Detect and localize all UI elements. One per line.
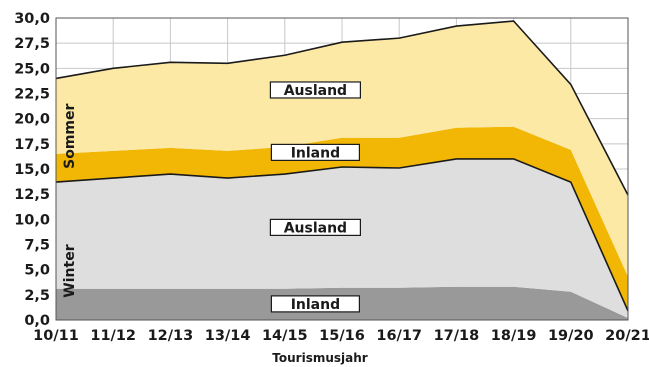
band-label-box [269,218,361,236]
y-tick-label: 27,5 [14,36,50,52]
band-label-inland: Inland [291,297,340,313]
y-tick-label: 2,5 [24,288,50,304]
x-axis-ticks: 10/11 11/12 12/13 13/14 14/15 15/16 16/17 17/18… [33,328,649,344]
area-sommer-inland [56,126,628,311]
x-tick-label: 11/12 [90,328,136,344]
band-label-box [269,81,361,99]
y-tick-label: 10,0 [14,212,50,228]
band-label-inland: Inland [291,145,340,161]
area-winter-ausland [56,158,628,318]
season-label-sommer: Sommer [62,104,78,169]
x-tick-label: 16/17 [376,328,422,344]
winter-total-line [55,158,629,312]
y-axis-ticks: 0,0 2,5 5,0 7,5 10,0 12,5 15,0 17,5 20,0 22,5 25,0… [14,11,50,329]
y-tick-label: 25,0 [14,61,50,77]
x-tick-label: 14/15 [262,328,308,344]
band-label-box [270,143,360,161]
area-sommer-ausland [56,21,628,277]
x-tick-label: 15/16 [319,328,365,344]
x-axis-title: Tourismusjahr [272,351,367,365]
y-tick-label: 5,0 [24,263,50,279]
x-tick-label: 19/20 [548,328,594,344]
y-tick-label: 22,5 [14,87,50,103]
x-tick-label: 20/21 [605,328,649,344]
y-tick-label: 7,5 [24,238,50,254]
band-labels: Ausland Inland Ausland Inland [269,81,361,313]
x-tick-label: 17/18 [434,328,480,344]
x-tick-label: 12/13 [148,328,194,344]
season-label-winter: Winter [62,244,78,297]
season-labels: Sommer Winter [62,104,78,298]
x-tick-label: 18/19 [491,328,537,344]
y-tick-label: 20,0 [14,112,50,128]
band-label-box [270,295,360,313]
y-tick-label: 30,0 [14,11,50,27]
x-tick-label: 13/14 [205,328,251,344]
y-tick-label: 15,0 [14,162,50,178]
band-label-ausland: Ausland [284,83,347,99]
x-tick-label: 10/11 [33,328,79,344]
y-tick-label: 0,0 [24,313,50,329]
y-tick-label: 17,5 [14,137,50,153]
plot-frame [55,17,629,321]
total-line [55,20,629,196]
y-tick-label: 12,5 [14,187,50,203]
stack-outlines [55,20,629,312]
band-label-ausland: Ausland [284,220,347,236]
